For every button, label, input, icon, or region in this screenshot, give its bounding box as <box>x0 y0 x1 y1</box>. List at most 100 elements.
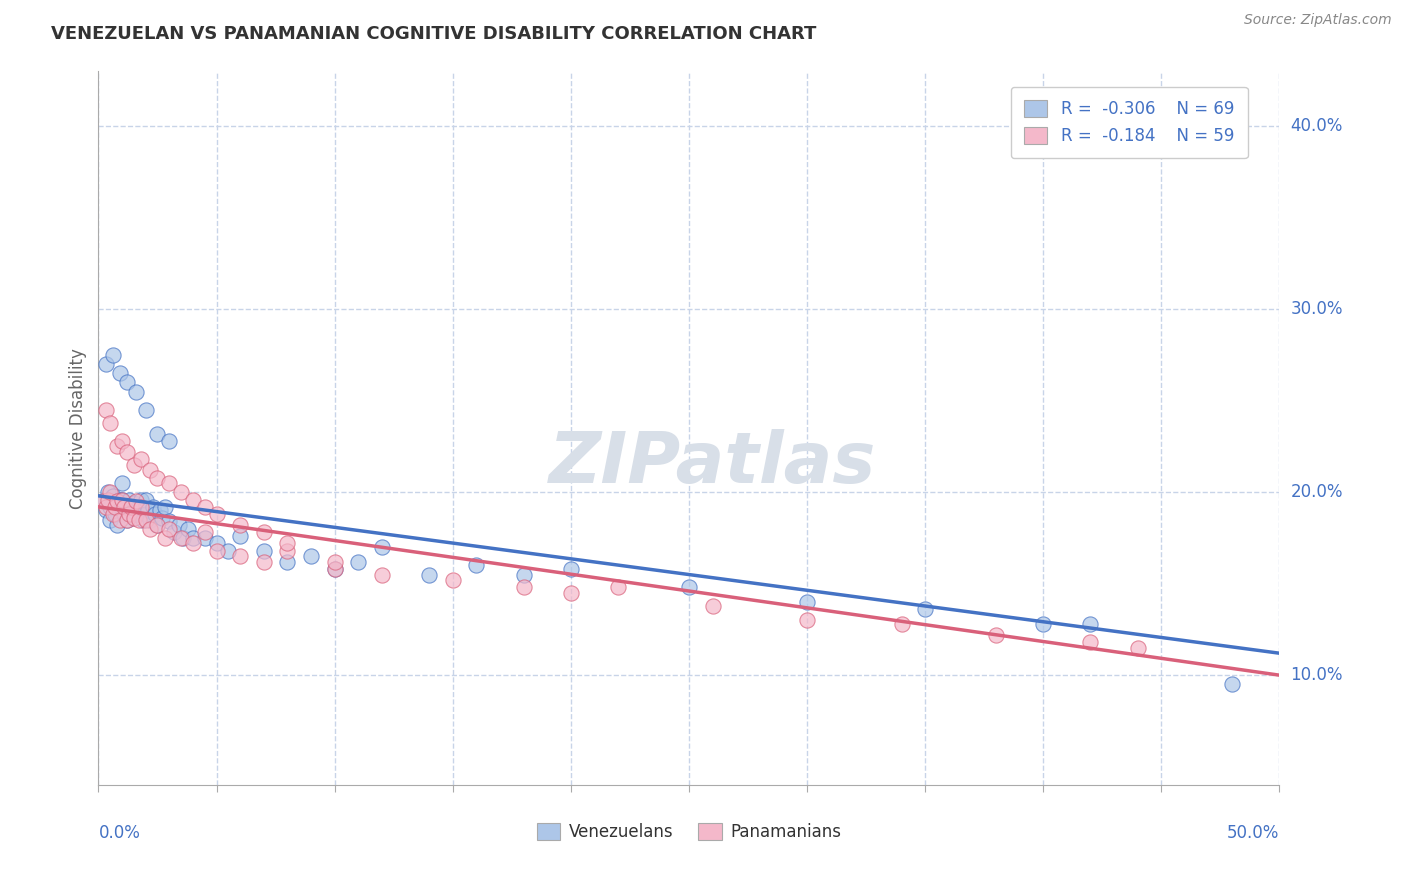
Point <box>194 525 217 540</box>
Point <box>97 485 120 500</box>
Point <box>94 357 117 371</box>
Point <box>115 513 138 527</box>
Point <box>128 500 150 514</box>
Point <box>146 518 169 533</box>
Point <box>108 513 131 527</box>
Point <box>139 463 162 477</box>
Text: 30.0%: 30.0% <box>1291 301 1343 318</box>
Point <box>890 616 912 631</box>
Point <box>111 434 134 448</box>
Point <box>194 500 217 514</box>
Point <box>139 513 162 527</box>
Point <box>143 507 166 521</box>
Text: Source: ZipAtlas.com: Source: ZipAtlas.com <box>1244 13 1392 28</box>
Point <box>205 536 228 550</box>
Point <box>115 376 138 390</box>
Point <box>115 445 138 459</box>
Point <box>229 529 252 543</box>
Point <box>111 476 134 491</box>
Point <box>441 573 464 587</box>
Point <box>111 503 134 517</box>
Point <box>276 543 298 558</box>
Point <box>125 384 148 399</box>
Point <box>146 518 169 533</box>
Point <box>347 555 370 569</box>
Point <box>98 485 121 500</box>
Point <box>101 489 124 503</box>
Point <box>167 518 190 533</box>
Point <box>136 503 159 517</box>
Point <box>121 500 143 514</box>
Point <box>1126 640 1149 655</box>
Point <box>94 503 117 517</box>
Point <box>418 567 440 582</box>
Point <box>104 500 127 514</box>
Point <box>157 476 180 491</box>
Point <box>146 426 169 441</box>
Point <box>229 549 252 564</box>
Point <box>122 511 145 525</box>
Text: ZIPatlas: ZIPatlas <box>548 429 876 499</box>
Point <box>512 580 534 594</box>
Point <box>135 402 157 417</box>
Point <box>132 513 155 527</box>
Point <box>128 513 150 527</box>
Point <box>181 536 204 550</box>
Point <box>135 492 157 507</box>
Point <box>146 470 169 484</box>
Point <box>125 507 148 521</box>
Point <box>97 492 120 507</box>
Text: VENEZUELAN VS PANAMANIAN COGNITIVE DISABILITY CORRELATION CHART: VENEZUELAN VS PANAMANIAN COGNITIVE DISAB… <box>51 25 817 43</box>
Point <box>194 531 217 545</box>
Text: 20.0%: 20.0% <box>1291 483 1343 501</box>
Point <box>129 500 152 514</box>
Point <box>276 536 298 550</box>
Point <box>914 602 936 616</box>
Y-axis label: Cognitive Disability: Cognitive Disability <box>69 348 87 508</box>
Point <box>111 492 134 507</box>
Point <box>1080 635 1102 649</box>
Point <box>135 513 157 527</box>
Point <box>253 543 276 558</box>
Point <box>129 492 152 507</box>
Point <box>108 366 131 380</box>
Point <box>149 503 172 517</box>
Point <box>101 348 124 362</box>
Text: 40.0%: 40.0% <box>1291 117 1343 136</box>
Point <box>142 500 165 514</box>
Point <box>105 494 128 508</box>
Point <box>1080 616 1102 631</box>
Point <box>299 549 322 564</box>
Point <box>560 562 582 576</box>
Point <box>115 498 138 512</box>
Point <box>181 492 204 507</box>
Point <box>181 531 204 545</box>
Point <box>323 555 346 569</box>
Point <box>323 562 346 576</box>
Point <box>796 613 818 627</box>
Point <box>111 492 134 507</box>
Point <box>560 586 582 600</box>
Point <box>118 507 141 521</box>
Point <box>984 628 1007 642</box>
Point <box>122 511 145 525</box>
Point <box>512 567 534 582</box>
Point <box>678 580 700 594</box>
Point <box>118 492 141 507</box>
Point <box>112 500 135 514</box>
Point <box>253 525 276 540</box>
Point <box>371 567 394 582</box>
Text: 0.0%: 0.0% <box>98 824 141 842</box>
Point <box>98 513 121 527</box>
Point <box>121 503 143 517</box>
Point <box>105 440 128 454</box>
Point <box>153 500 176 514</box>
Point <box>205 543 228 558</box>
Point <box>172 531 194 545</box>
Legend: Venezuelans, Panamanians: Venezuelans, Panamanians <box>530 816 848 848</box>
Point <box>157 434 180 448</box>
Point <box>150 511 173 525</box>
Point <box>105 518 128 533</box>
Point <box>217 543 239 558</box>
Point <box>607 580 630 594</box>
